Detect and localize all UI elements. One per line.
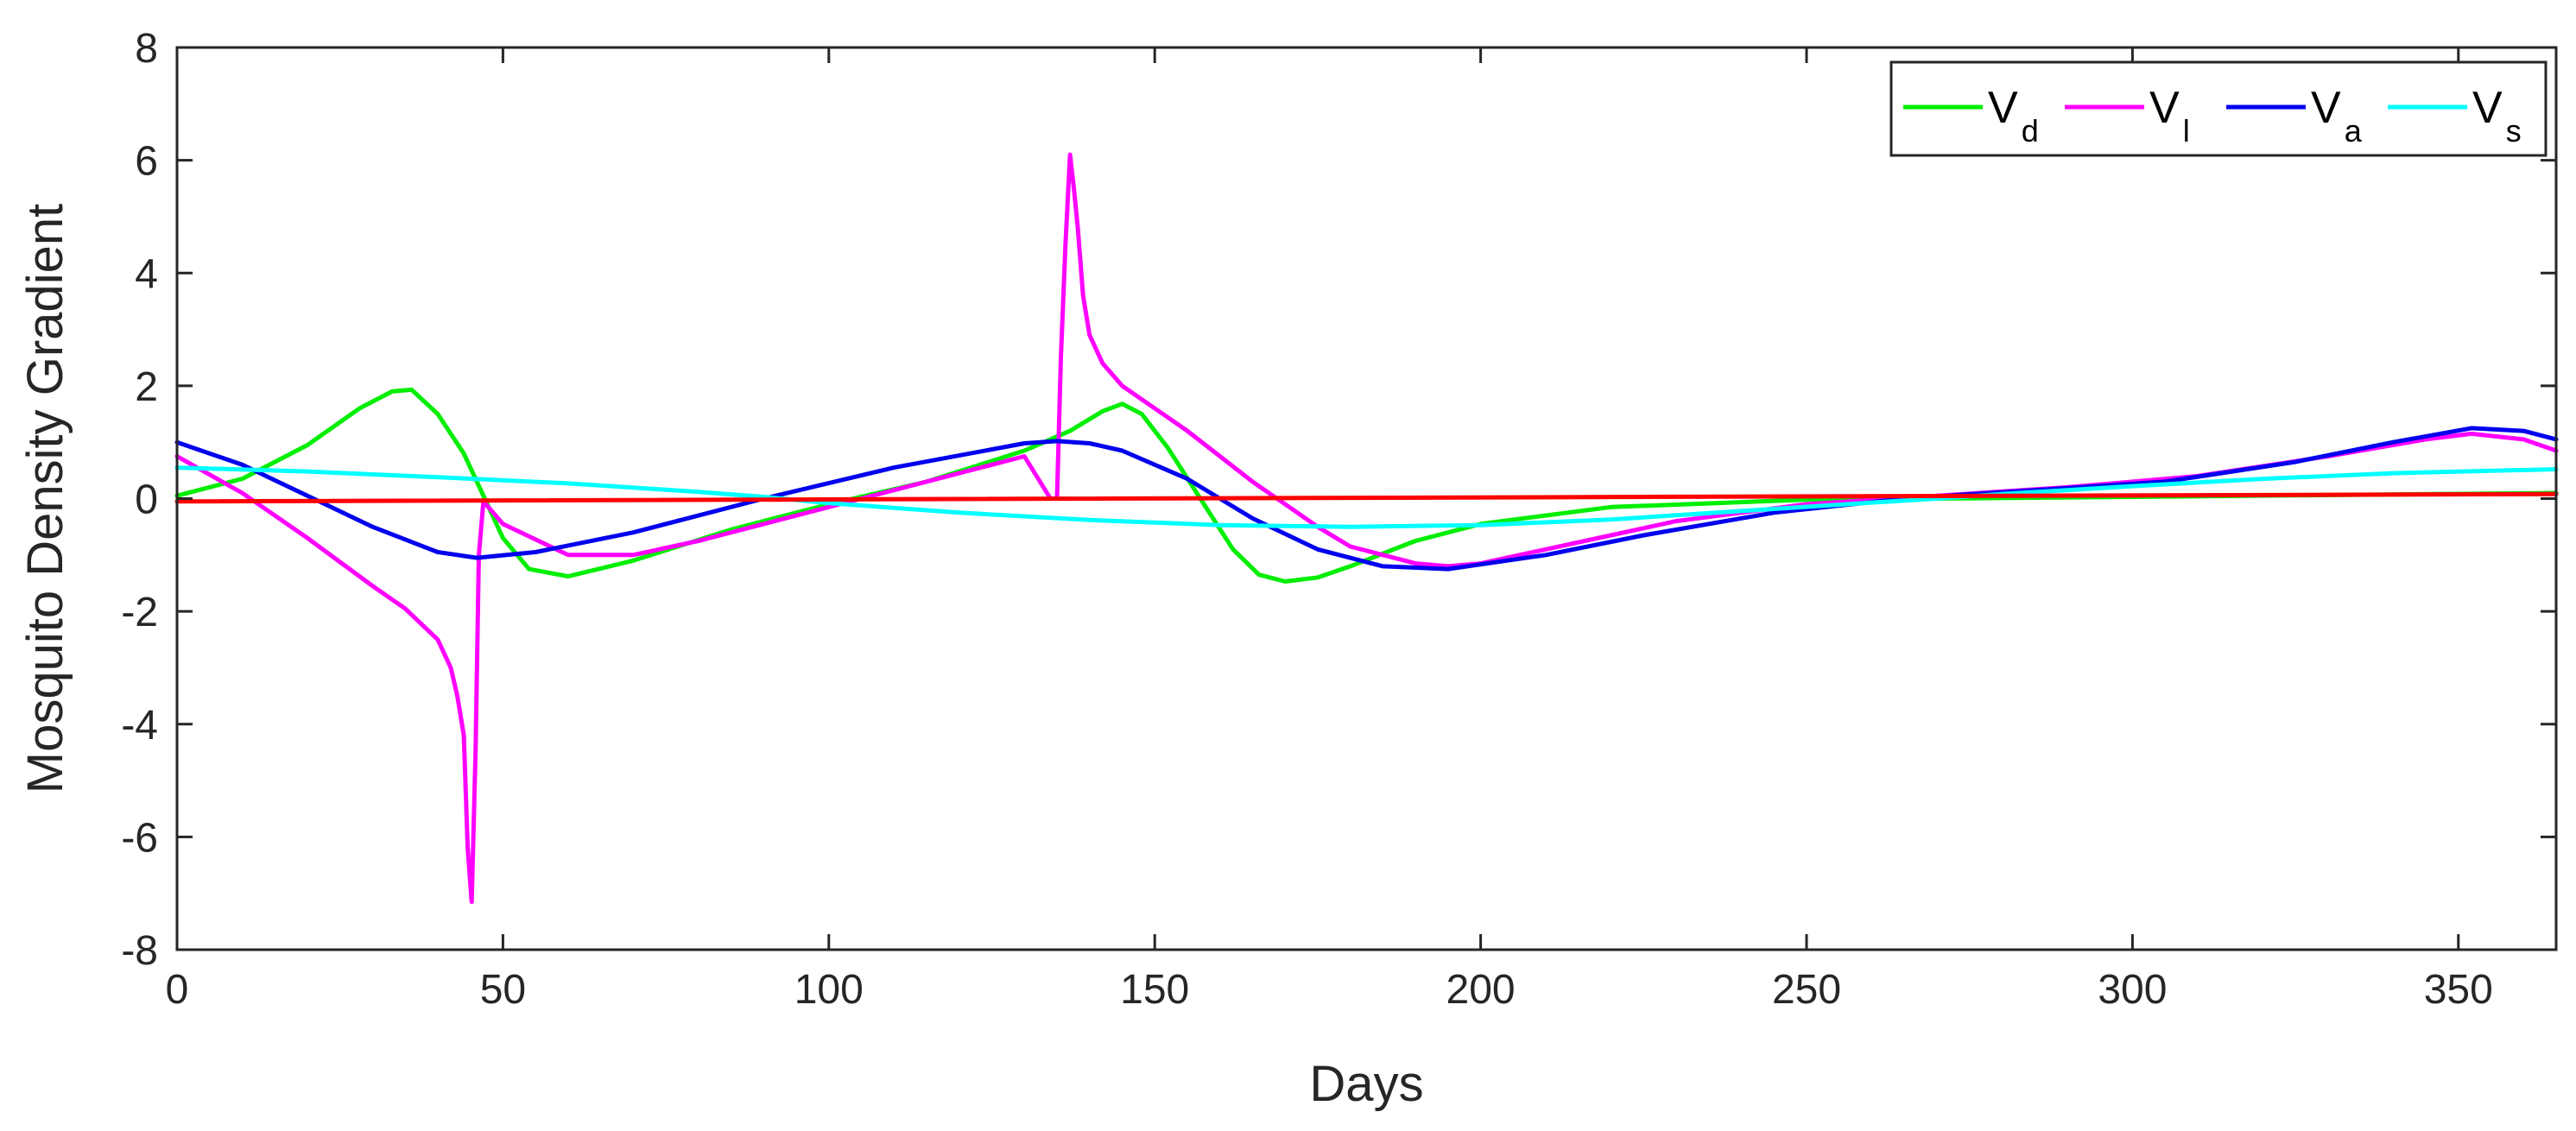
- y-tick-label: -8: [121, 928, 158, 974]
- x-tick-label: 150: [1120, 967, 1189, 1013]
- tick-labels: 0 50 100 150 200 250 300 350 -8 -6 -4 -2 0 2 4 6 8: [121, 26, 2493, 1013]
- x-tick-label: 250: [1772, 967, 1841, 1013]
- x-tick-label: 50: [480, 967, 526, 1013]
- y-tick-label: -2: [121, 590, 158, 635]
- series-line-5: [174, 491, 2559, 504]
- x-tick-label: 200: [1446, 967, 1516, 1013]
- x-tick-label: 300: [2098, 967, 2167, 1013]
- x-tick-label: 350: [2424, 967, 2493, 1013]
- x-tick-label: 0: [166, 967, 189, 1013]
- axes: [175, 46, 2558, 951]
- y-tick-label: 4: [135, 251, 158, 297]
- series-line-v-l: [174, 152, 2559, 904]
- series-layer: [174, 152, 2559, 904]
- y-tick-label: 8: [135, 26, 158, 72]
- y-tick-label: 2: [135, 364, 158, 410]
- y-tick-label: -6: [121, 815, 158, 861]
- y-tick-label: 0: [135, 477, 158, 523]
- y-tick-label: 6: [135, 139, 158, 185]
- x-tick-label: 100: [794, 967, 864, 1013]
- x-axis-label: Days: [1309, 1056, 1423, 1112]
- y-tick-label: -4: [121, 703, 158, 749]
- y-axis-label: Mosquito Density Gradient: [17, 204, 73, 793]
- series-line-v-s: [174, 465, 2559, 529]
